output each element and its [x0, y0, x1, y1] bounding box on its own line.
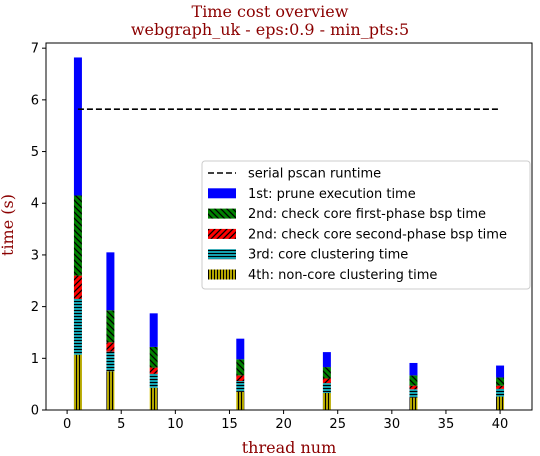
- legend-label: 2nd: check core first-phase bsp time: [248, 207, 486, 222]
- y-tick-label: 3: [31, 248, 39, 263]
- x-tick-label: 25: [329, 417, 346, 432]
- x-tick-label: 40: [492, 417, 509, 432]
- y-axis-label: time (s): [0, 194, 17, 256]
- y-tick-label: 2: [31, 300, 39, 315]
- x-tick-label: 15: [221, 417, 238, 432]
- bar-segment-2-thread-8: [149, 367, 158, 374]
- legend-entry: serial pscan runtime: [208, 167, 381, 182]
- y-tick-label: 4: [31, 197, 39, 212]
- x-tick-label: 35: [438, 417, 455, 432]
- legend-entry: 2nd: check core first-phase bsp time: [208, 207, 486, 222]
- bar-segment-0-thread-24: [322, 392, 331, 410]
- bar-segment-1-thread-24: [322, 383, 331, 393]
- bar-segment-0-thread-32: [409, 397, 418, 410]
- bars-layer: [73, 57, 505, 410]
- bar-segment-1-thread-32: [409, 389, 418, 398]
- chart-subtitle: webgraph_uk - eps:0.9 - min_pts:5: [131, 20, 409, 39]
- legend-swatch: [208, 228, 236, 239]
- y-tick-label: 7: [31, 42, 39, 57]
- bar-segment-0-thread-1: [73, 354, 82, 410]
- legend-swatch: [208, 269, 236, 280]
- legend-swatch: [208, 208, 236, 219]
- bar-segment-4-thread-40: [496, 365, 505, 378]
- bar-segment-4-thread-4: [106, 252, 115, 311]
- legend-label: 2nd: check core second-phase bsp time: [248, 227, 507, 242]
- legend: serial pscan runtime 1st: prune execution…: [201, 160, 531, 290]
- x-tick-label: 10: [167, 417, 184, 432]
- x-tick-label: 20: [275, 417, 292, 432]
- y-tick-label: 6: [31, 93, 39, 108]
- plot-frame: [45, 42, 533, 411]
- bar-segment-0-thread-40: [496, 396, 505, 410]
- bar-segment-1-thread-4: [106, 351, 115, 372]
- legend-entry: 1st: prune execution time: [208, 187, 416, 202]
- bar-segment-4-thread-16: [236, 338, 245, 360]
- bar-segment-3-thread-32: [409, 375, 418, 386]
- bar-segment-2-thread-1: [73, 275, 82, 299]
- x-axis-label: thread num: [242, 438, 337, 456]
- legend-box: [201, 160, 531, 290]
- bar-segment-2-thread-4: [106, 342, 115, 352]
- legend-entry: 3rd: core clustering time: [208, 248, 408, 263]
- x-tick-label: 5: [117, 417, 125, 432]
- y-tick-label: 0: [31, 404, 39, 419]
- x-tick-label: 30: [384, 417, 401, 432]
- bar-segment-1-thread-1: [73, 298, 82, 355]
- bar-segment-3-thread-16: [236, 359, 245, 376]
- bar-segment-3-thread-8: [149, 346, 158, 368]
- x-tick-label: 0: [63, 417, 71, 432]
- bar-segment-4-thread-1: [73, 57, 82, 196]
- legend-entry: 4th: non-core clustering time: [208, 268, 437, 283]
- legend-entry: 2nd: check core second-phase bsp time: [208, 227, 507, 242]
- bar-segment-3-thread-40: [496, 377, 505, 386]
- bar-segment-4-thread-24: [322, 352, 331, 368]
- chart-title: Time cost overview: [192, 2, 349, 21]
- y-tick-label: 5: [31, 145, 39, 160]
- legend-label: 4th: non-core clustering time: [248, 268, 437, 283]
- bar-segment-4-thread-8: [149, 313, 158, 347]
- legend-label: serial pscan runtime: [248, 167, 381, 182]
- axes-layer: 0 5 10 15 20 25 30 35 40 0 1 2 3 4 5 6 7: [31, 42, 533, 432]
- bar-segment-0-thread-4: [106, 371, 115, 410]
- bar-segment-0-thread-16: [236, 391, 245, 410]
- bar-segment-3-thread-4: [106, 310, 115, 343]
- legend-label: 3rd: core clustering time: [248, 248, 408, 263]
- y-tick-label: 1: [31, 352, 39, 367]
- bar-segment-2-thread-24: [322, 378, 331, 384]
- bar-segment-2-thread-16: [236, 375, 245, 382]
- bar-segment-3-thread-24: [322, 367, 331, 379]
- bar-segment-1-thread-8: [149, 373, 158, 388]
- bar-segment-3-thread-1: [73, 195, 82, 276]
- bar-segment-2-thread-32: [409, 385, 418, 390]
- legend-swatch: [208, 249, 236, 260]
- legend-label: 1st: prune execution time: [248, 187, 416, 202]
- bar-segment-1-thread-16: [236, 381, 245, 392]
- legend-swatch: [208, 188, 236, 199]
- bar-segment-1-thread-40: [496, 388, 505, 397]
- bar-segment-2-thread-40: [496, 385, 505, 389]
- bar-segment-4-thread-32: [409, 362, 418, 376]
- bar-segment-0-thread-8: [149, 387, 158, 410]
